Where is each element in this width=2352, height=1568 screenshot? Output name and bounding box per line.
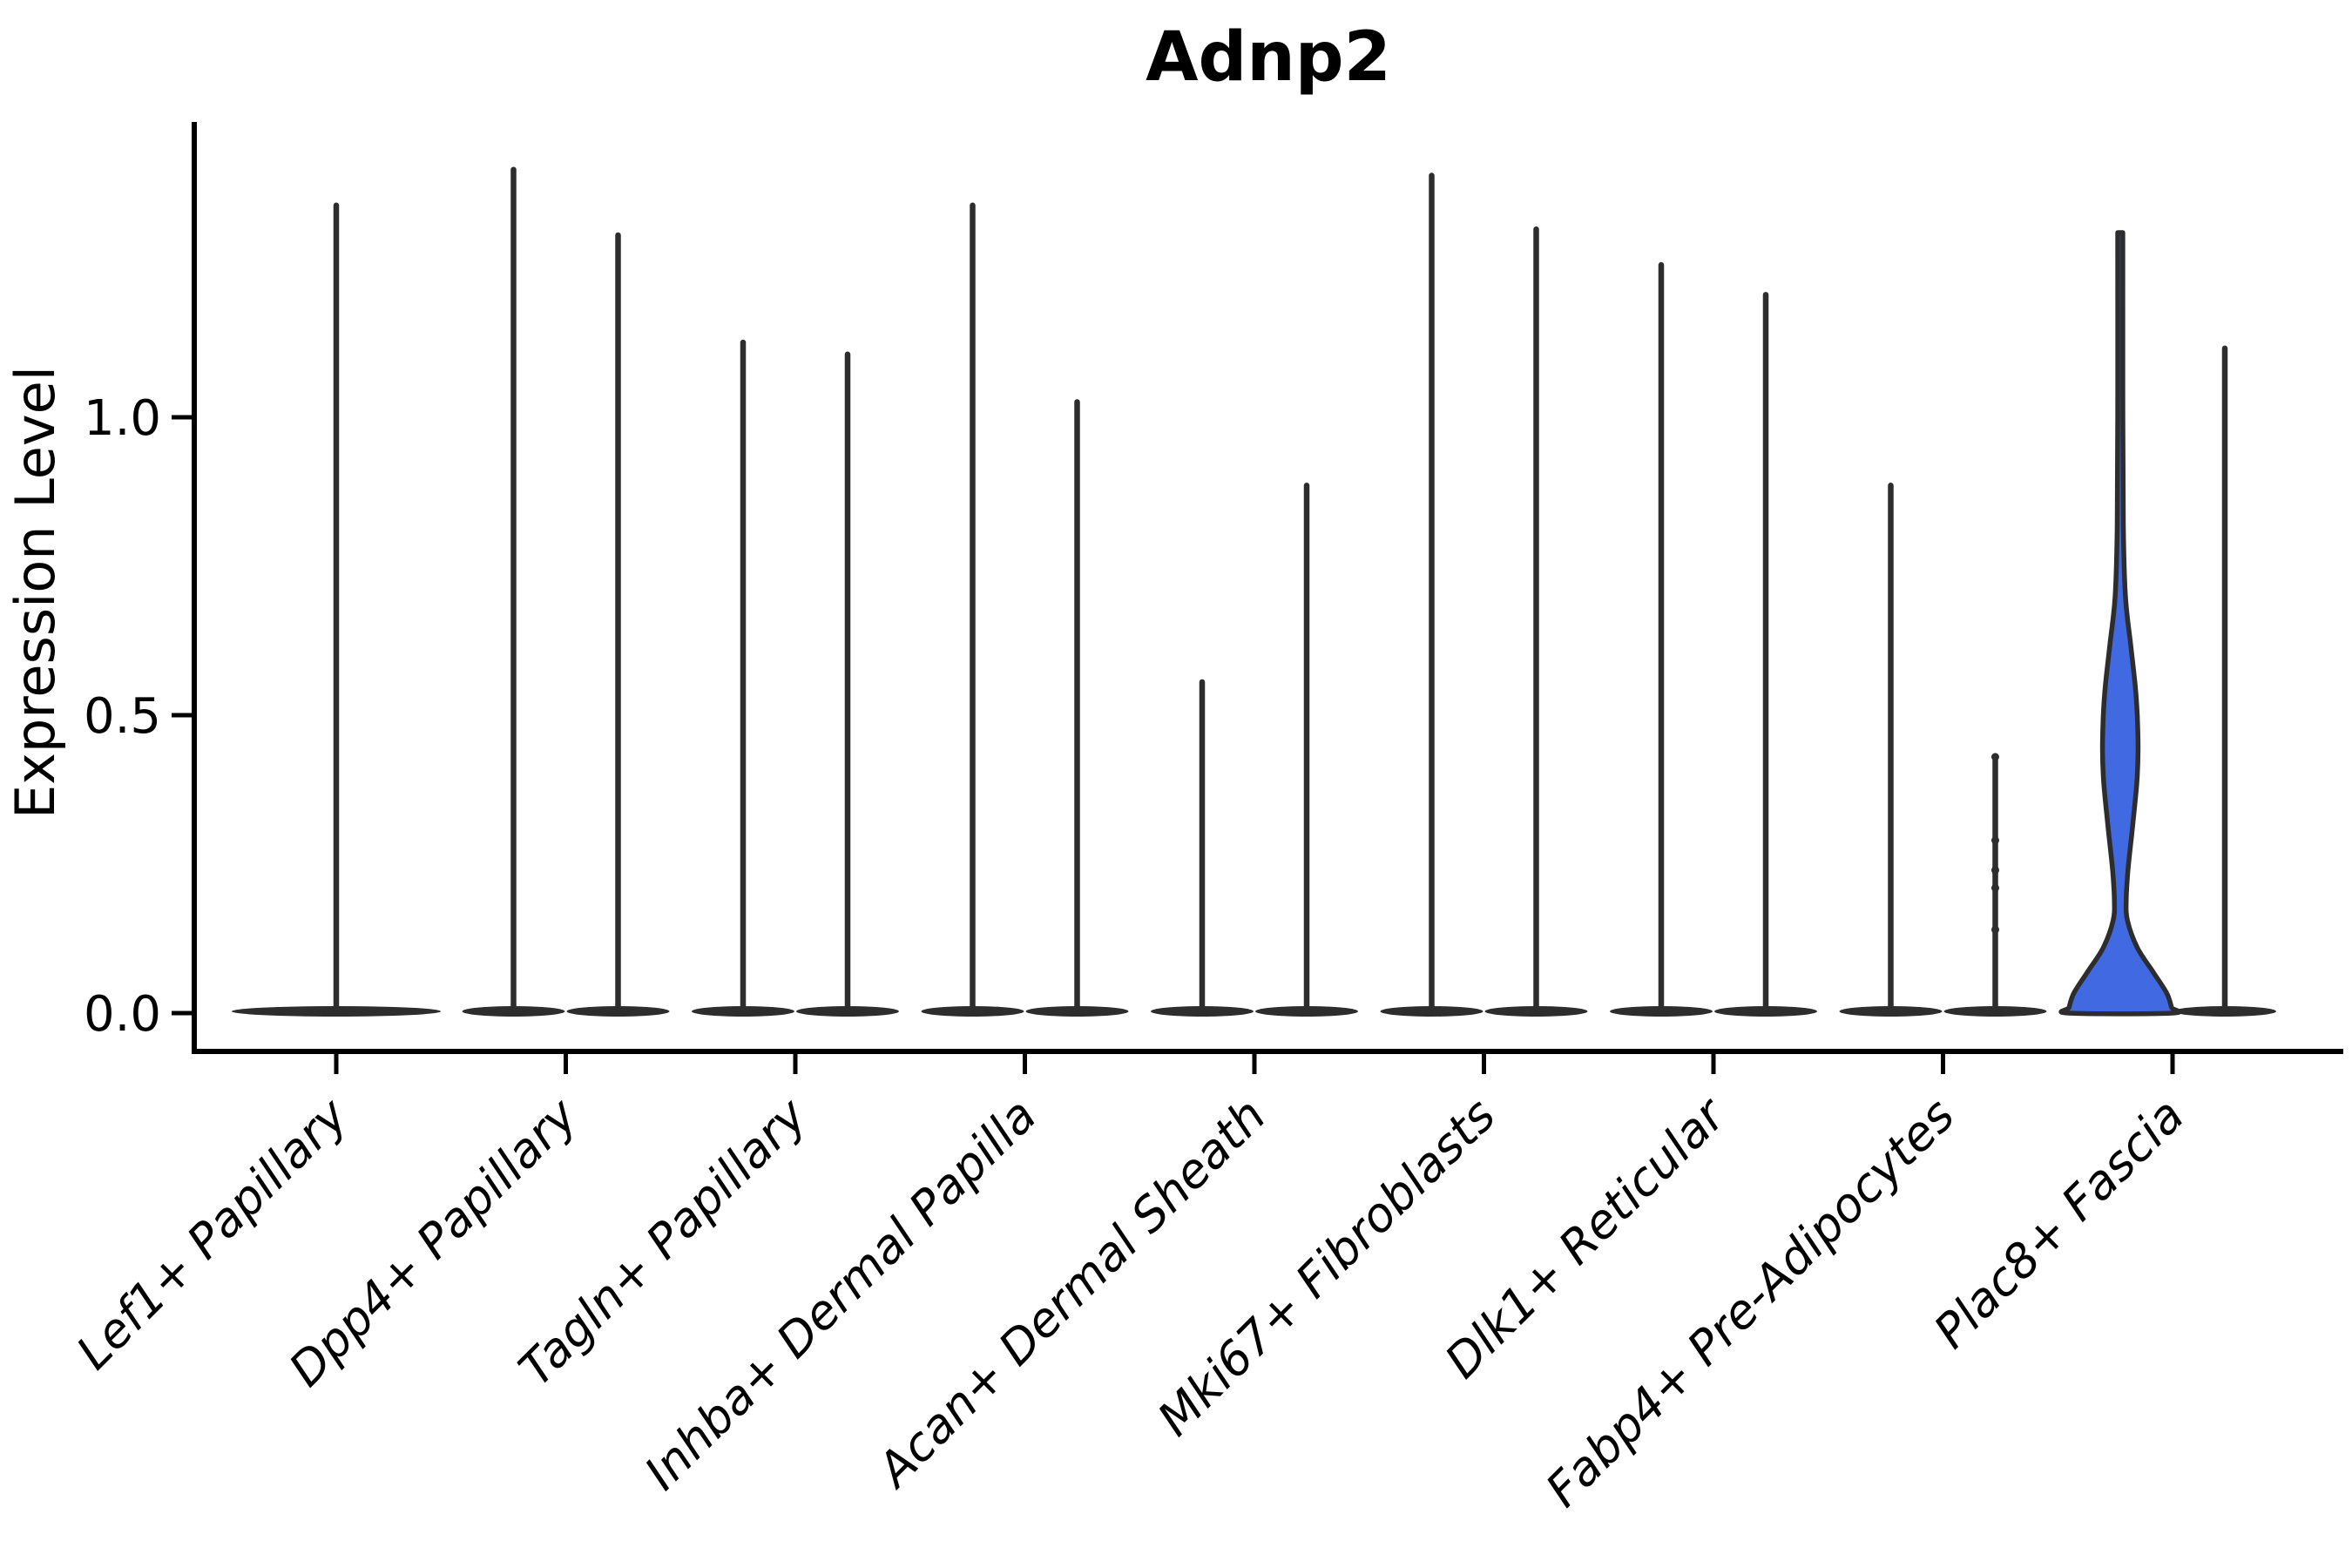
y-tick-label-05: 0.5	[84, 688, 161, 745]
violins-layer	[232, 166, 2276, 1017]
y-axis-label: Expression Level	[3, 366, 67, 819]
violin-7-1-point-2	[1991, 866, 1999, 875]
violin-7-1-point-3	[1991, 883, 1999, 892]
y-tick-label-0: 0.0	[84, 986, 161, 1043]
x-tick-label-3: Inhba+ Dermal Papilla	[634, 1088, 1047, 1501]
violin-8-0-highlight	[2058, 230, 2182, 1017]
x-tick-label-8: Plac8+ Fascia	[1923, 1088, 2194, 1359]
plot-title: Adnp2	[1146, 18, 1391, 97]
x-tick-label-4: Acan+ Dermal Sheath	[865, 1088, 1276, 1499]
y-tick-label-1: 1.0	[84, 390, 161, 447]
violin-7-1-point-0	[1991, 753, 1999, 761]
x-tick-label-7: Fabp4+ Pre-Adipocytes	[1535, 1088, 1964, 1517]
violin-7-1-point-4	[1991, 925, 1999, 934]
violin-7-1-point-1	[1991, 836, 1999, 845]
